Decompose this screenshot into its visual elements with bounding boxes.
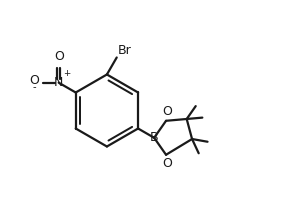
Text: O: O — [162, 105, 172, 118]
Text: Br: Br — [118, 44, 132, 57]
Text: O: O — [29, 74, 39, 88]
Text: B: B — [150, 131, 158, 144]
Text: N: N — [54, 76, 63, 89]
Text: O: O — [54, 50, 64, 63]
Text: +: + — [64, 69, 71, 78]
Text: -: - — [33, 82, 37, 92]
Text: O: O — [162, 157, 172, 170]
